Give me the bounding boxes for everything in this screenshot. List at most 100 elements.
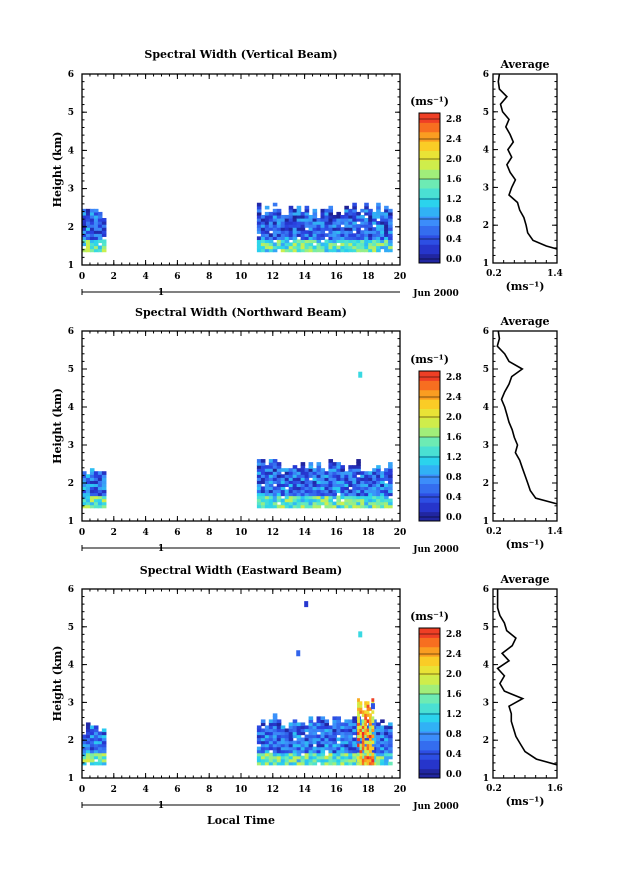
heatmap-cell (352, 471, 357, 475)
heatmap-cell (82, 248, 87, 253)
heatmap-cell (372, 477, 377, 481)
heatmap-cell (300, 465, 306, 469)
heatmap-cell (376, 725, 381, 730)
heatmap-cell (268, 471, 274, 475)
heatmap-cell (360, 495, 365, 500)
heatmap-cell (89, 245, 95, 250)
heatmap-cell (312, 471, 318, 475)
heatmap-cell (260, 248, 266, 253)
heatmap-cell (272, 489, 278, 494)
heatmap-cell (348, 740, 353, 745)
heatmap-cell (332, 740, 337, 745)
heatmap-cell (352, 758, 357, 763)
heatmap-cell (364, 202, 369, 207)
heatmap-cell (292, 233, 298, 237)
heatmap-cell (260, 218, 266, 222)
heatmap-point (358, 371, 363, 378)
heatmap-cell (364, 211, 369, 216)
heatmap-cell (300, 489, 306, 494)
heatmap-cell (284, 489, 290, 494)
heatmap-cell (316, 483, 322, 488)
heatmap-cell (264, 233, 270, 237)
heatmap-cell (288, 233, 294, 237)
heatmap-cell (384, 743, 389, 748)
heatmap-cell (280, 758, 286, 763)
colorbar-tick-label: 0.0 (446, 255, 462, 265)
heatmap-cell (316, 218, 322, 222)
heatmap-cell (388, 737, 393, 742)
heatmap-cell (272, 746, 278, 751)
heatmap-cell (308, 227, 314, 231)
heatmap-cell (280, 224, 286, 228)
heatmap-cell (284, 245, 290, 250)
x-tick-label: 18 (362, 785, 375, 795)
heatmap-cell (340, 746, 345, 751)
heatmap-cell (372, 743, 377, 748)
heatmap-cell (288, 205, 294, 210)
heatmap-cell (360, 755, 365, 760)
heatmap-cell (388, 749, 393, 754)
heatmap-cell (357, 701, 360, 705)
colorbar-unit: (ms⁻¹) (410, 610, 449, 623)
heatmap-cell (332, 483, 337, 488)
heatmap-cell (352, 722, 357, 727)
heatmap-cell (332, 752, 337, 757)
heatmap-cell (312, 221, 318, 225)
heatmap-cell (380, 734, 385, 739)
heatmap-cell (312, 214, 318, 219)
colorbar-swatch (419, 768, 440, 779)
heatmap-cell (360, 224, 365, 228)
heatmap-cell (328, 498, 334, 503)
heatmap-cell (348, 743, 353, 748)
heatmap-cell (101, 245, 107, 250)
heatmap-cell (304, 737, 310, 742)
heatmap-cell (361, 725, 365, 729)
heatmap-cell (380, 477, 385, 481)
heatmap-cell (371, 701, 375, 705)
heatmap-cell (272, 501, 278, 506)
heatmap-cell (380, 758, 385, 763)
heatmap-cell (376, 501, 381, 506)
heatmap-cell (388, 489, 393, 494)
heatmap-cell (292, 218, 298, 222)
x-tick-label: 12 (267, 272, 280, 282)
heatmap-cell (296, 242, 302, 247)
heatmap-cell (324, 740, 330, 745)
heatmap-cell (256, 749, 262, 754)
heatmap-cell (360, 486, 365, 491)
heatmap-cell (284, 746, 290, 751)
avg-y-tick-label: 5 (483, 108, 489, 118)
heatmap-cell (260, 242, 266, 247)
heatmap-cell (93, 734, 99, 739)
heatmap-cell (304, 740, 310, 745)
heatmap-cell (312, 746, 318, 751)
x-tick-label: 4 (142, 272, 148, 282)
heatmap-cell (368, 483, 373, 488)
heatmap-cell (264, 211, 270, 216)
heatmap-cell (348, 501, 353, 506)
heatmap-cell (340, 480, 345, 484)
heatmap-cell (380, 474, 385, 478)
heatmap-cell (264, 498, 270, 503)
colorbar-swatch (419, 234, 440, 245)
heatmap-cell (372, 737, 377, 742)
heatmap-cell (388, 236, 393, 241)
heatmap-cell (356, 459, 361, 463)
heatmap-cell (85, 227, 91, 231)
heatmap-cell (384, 495, 389, 500)
heatmap-cell (272, 504, 278, 509)
heatmap-cell (344, 498, 349, 503)
heatmap-cell (356, 501, 361, 506)
heatmap-cell (276, 236, 282, 241)
heatmap-cell (312, 725, 318, 730)
heatmap-cell (85, 492, 91, 497)
heatmap-cell (300, 245, 306, 250)
heatmap-cell (85, 737, 91, 742)
x-tick-label: 14 (298, 528, 311, 538)
heatmap-cell (300, 236, 306, 241)
heatmap-cell (328, 211, 334, 216)
y-tick-label: 3 (68, 185, 74, 195)
heatmap-cell (388, 725, 393, 730)
heatmap-cell (340, 248, 345, 253)
